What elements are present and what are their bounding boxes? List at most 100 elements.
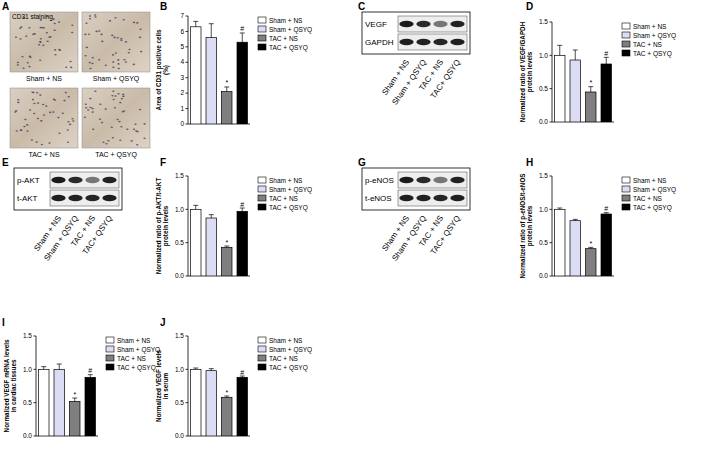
nucleus xyxy=(17,62,19,64)
bars xyxy=(39,364,96,436)
blot-frame xyxy=(14,168,122,210)
nucleus xyxy=(119,102,121,104)
legend-swatch xyxy=(622,177,630,183)
y-tick xyxy=(550,242,553,243)
error-cap xyxy=(193,21,198,22)
error-cap xyxy=(588,86,593,87)
legend-label: TAC + NS xyxy=(633,41,663,48)
nucleus xyxy=(41,27,43,29)
y-tick-label: 4 xyxy=(180,58,184,65)
nucleus xyxy=(101,122,103,124)
nucleus xyxy=(139,37,141,39)
nucleus xyxy=(84,34,86,36)
legend-swatch xyxy=(258,177,266,183)
significance-mark: * xyxy=(589,79,592,86)
nucleus xyxy=(38,44,40,46)
bar xyxy=(237,377,248,436)
nucleus xyxy=(114,107,116,109)
y-axis-label: (%) xyxy=(162,65,170,75)
figure: ASham + NSSham + QSYQTAC + NSTAC + QSYQC… xyxy=(0,0,708,451)
legend xyxy=(622,23,630,56)
axes xyxy=(34,336,99,436)
nucleus xyxy=(39,41,41,43)
nucleus xyxy=(114,95,116,97)
y-tick xyxy=(34,369,37,370)
y-axis-label: Normalized VEGF mRNA levels xyxy=(3,339,10,432)
error-cap xyxy=(573,219,578,220)
bar xyxy=(601,214,612,276)
nucleus xyxy=(136,144,138,146)
error-cap xyxy=(88,374,93,375)
error-bar xyxy=(193,368,198,369)
blot-band xyxy=(416,177,430,183)
bar xyxy=(191,209,202,276)
nucleus xyxy=(133,64,135,66)
y-tick xyxy=(186,16,189,17)
nucleus xyxy=(114,17,116,19)
legend xyxy=(258,337,266,370)
y-tick xyxy=(550,22,553,23)
y-tick xyxy=(550,122,553,123)
micrograph xyxy=(10,88,78,148)
error-bar xyxy=(604,213,609,214)
nucleus xyxy=(128,49,130,51)
legend-label: TAC + QSYQ xyxy=(269,44,308,52)
legend-swatch xyxy=(622,195,630,201)
error-bar xyxy=(88,375,93,378)
error-cap xyxy=(588,247,593,248)
blot-band xyxy=(68,195,82,201)
legend xyxy=(258,17,266,50)
blot-band xyxy=(450,195,464,201)
nucleus xyxy=(52,111,54,113)
nucleus xyxy=(123,19,125,21)
nucleus xyxy=(26,124,28,126)
bar xyxy=(586,249,597,276)
micrograph-image xyxy=(82,88,150,148)
nucleus xyxy=(65,92,67,94)
y-axis-label: protein levels xyxy=(526,51,534,92)
error-cap xyxy=(240,376,245,377)
blot-band xyxy=(450,39,464,45)
error-stem xyxy=(242,33,243,42)
panel-label: I xyxy=(2,317,5,328)
nucleus xyxy=(69,61,71,63)
nucleus xyxy=(16,130,18,132)
error-stem xyxy=(195,21,196,26)
y-tick xyxy=(186,108,189,109)
nucleus xyxy=(140,51,142,53)
legend-swatch xyxy=(258,17,266,23)
legend-label: Sham + QSYQ xyxy=(269,346,312,354)
y-tick xyxy=(550,176,553,177)
nucleus xyxy=(84,55,86,57)
error-stem xyxy=(211,215,212,218)
nucleus xyxy=(54,49,56,51)
blot-strip xyxy=(398,34,467,50)
y-tick-label: 0.5 xyxy=(539,85,548,92)
bars xyxy=(191,368,248,436)
error-bar xyxy=(240,376,245,377)
y-tick xyxy=(186,276,189,277)
nucleus xyxy=(136,131,138,133)
nucleus xyxy=(117,59,119,61)
nucleus xyxy=(101,41,103,43)
nucleus xyxy=(112,61,114,63)
y-tick xyxy=(34,336,37,337)
error-bar xyxy=(224,87,229,92)
nucleus xyxy=(121,98,123,100)
y-tick xyxy=(186,176,189,177)
y-tick xyxy=(186,77,189,78)
nucleus xyxy=(41,144,43,146)
panel-label: D xyxy=(526,1,533,12)
error-stem xyxy=(226,87,227,92)
nucleus xyxy=(120,38,122,40)
y-tick xyxy=(550,209,553,210)
micrograph-label: TAC + NS xyxy=(28,151,60,158)
micrograph-label: Sham + NS xyxy=(26,75,62,82)
blot-band xyxy=(399,39,413,45)
axes xyxy=(186,16,251,124)
legend-swatch xyxy=(106,337,114,343)
y-tick-label: 3 xyxy=(180,74,184,81)
nucleus xyxy=(98,59,100,61)
y-axis-label: protein levels xyxy=(162,205,170,246)
nucleus xyxy=(143,123,145,125)
